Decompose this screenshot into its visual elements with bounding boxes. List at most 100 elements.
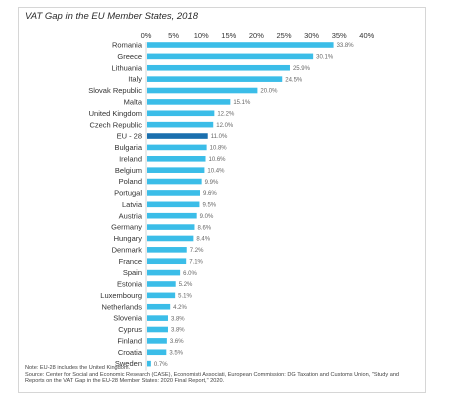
category-label: Netherlands <box>102 302 143 311</box>
bar <box>147 360 151 367</box>
value-label: 3.8% <box>171 328 185 334</box>
value-label: 7.1% <box>189 259 203 265</box>
x-tick-label: 35% <box>332 31 347 40</box>
bar <box>147 42 334 48</box>
category-label: Italy <box>128 75 142 84</box>
category-label: EU - 28 <box>117 132 142 141</box>
value-label: 12.0% <box>216 123 234 129</box>
bar-highlight <box>147 133 208 139</box>
value-label: 30.1% <box>316 55 334 61</box>
value-label: 15.1% <box>233 100 251 106</box>
chart-frame <box>18 7 426 393</box>
value-label: 8.4% <box>196 237 210 243</box>
bar <box>147 326 168 333</box>
x-tick-label: 20% <box>249 31 264 40</box>
x-tick-label: 0% <box>141 31 152 40</box>
category-label: Malta <box>124 98 143 107</box>
category-label: Cyprus <box>118 325 142 334</box>
value-label: 3.5% <box>169 350 183 356</box>
value-label: 5.2% <box>179 282 193 288</box>
value-label: 5.1% <box>178 294 192 300</box>
category-label: Latvia <box>122 200 143 209</box>
x-tick-label: 10% <box>194 31 209 40</box>
value-label: 10.4% <box>207 168 225 174</box>
chart-title: VAT Gap in the EU Member States, 2018 <box>25 11 199 22</box>
category-label: Lithuania <box>112 63 143 72</box>
x-tick-label: 40% <box>359 31 374 40</box>
category-label: Croatia <box>118 348 143 357</box>
value-label: 9.9% <box>205 180 219 186</box>
category-label: Portugal <box>114 189 142 198</box>
value-label: 25.9% <box>293 66 311 72</box>
bar <box>147 349 167 356</box>
x-tick-label: 5% <box>168 31 179 40</box>
bar <box>147 224 195 230</box>
source-line: Source: Center for Social and Economic R… <box>25 371 400 378</box>
category-label: Belgium <box>115 166 142 175</box>
category-label: Hungary <box>114 234 143 243</box>
category-label: Spain <box>123 268 142 277</box>
value-label: 24.5% <box>285 77 303 83</box>
bar <box>147 167 205 173</box>
bar <box>147 247 187 253</box>
bar <box>147 110 215 117</box>
x-axis-ticks: 0% 5% 10% 15% 20% 25% 30% 35% 40% <box>141 31 375 371</box>
value-label: 4.2% <box>173 305 187 311</box>
bar <box>147 144 207 151</box>
bar <box>147 64 290 71</box>
value-label: 10.8% <box>210 146 228 152</box>
value-label: 9.6% <box>203 191 217 197</box>
bar <box>147 315 168 321</box>
value-label: 11.0% <box>211 134 228 140</box>
x-tick-label: 15% <box>221 31 236 40</box>
bar <box>147 281 176 287</box>
category-label: France <box>119 257 142 266</box>
value-label: 33.8% <box>337 43 355 49</box>
value-label: 12.2% <box>217 111 235 117</box>
bar <box>147 338 167 344</box>
bar <box>147 190 200 196</box>
bar <box>147 178 202 185</box>
bar <box>147 235 194 242</box>
value-label: 20.0% <box>260 89 278 95</box>
bar <box>147 303 171 310</box>
category-label: Slovenia <box>113 314 143 323</box>
category-label: Slovak Republic <box>88 86 142 95</box>
value-label: 10.6% <box>209 157 227 163</box>
category-label: Greece <box>117 52 142 61</box>
category-label: Luxembourg <box>100 291 142 300</box>
bar <box>147 212 197 219</box>
bar <box>147 53 314 60</box>
category-label: Austria <box>119 211 143 220</box>
category-label: Finland <box>117 336 142 345</box>
source-line-continued: Reports on the VAT Gap in the EU-28 Memb… <box>25 378 225 385</box>
bar <box>147 201 200 208</box>
category-label: Estonia <box>117 280 143 289</box>
value-label: 6.0% <box>183 271 197 277</box>
value-label: 9.5% <box>202 203 216 209</box>
value-label: 3.8% <box>171 316 185 322</box>
category-label: United Kingdom <box>89 109 142 118</box>
bar <box>147 99 231 105</box>
value-label: 3.6% <box>170 339 184 345</box>
x-tick-label: 30% <box>304 31 319 40</box>
value-label: 7.2% <box>190 248 204 254</box>
bar <box>147 292 176 299</box>
category-label: Bulgaria <box>114 143 142 152</box>
category-label: Czech Republic <box>89 120 142 129</box>
category-label: Romania <box>112 41 143 50</box>
category-label: Germany <box>111 223 142 232</box>
chart-notes: Note: EU-28 includes the United Kingdom.… <box>25 365 421 385</box>
note-line: Note: EU-28 includes the United Kingdom. <box>25 365 131 371</box>
category-label: Sweden <box>115 359 142 368</box>
bar <box>147 269 181 276</box>
category-label: Poland <box>119 177 142 186</box>
bars-group: Romania 33.8% Greece 30.1% Lithuania 25.9% Ita… <box>88 41 354 369</box>
bar <box>147 258 187 265</box>
value-label: 0.7% <box>154 362 168 368</box>
value-label: 8.6% <box>197 225 211 231</box>
x-tick-label: 25% <box>276 31 291 40</box>
bar <box>147 87 258 94</box>
category-label: Ireland <box>119 154 142 163</box>
